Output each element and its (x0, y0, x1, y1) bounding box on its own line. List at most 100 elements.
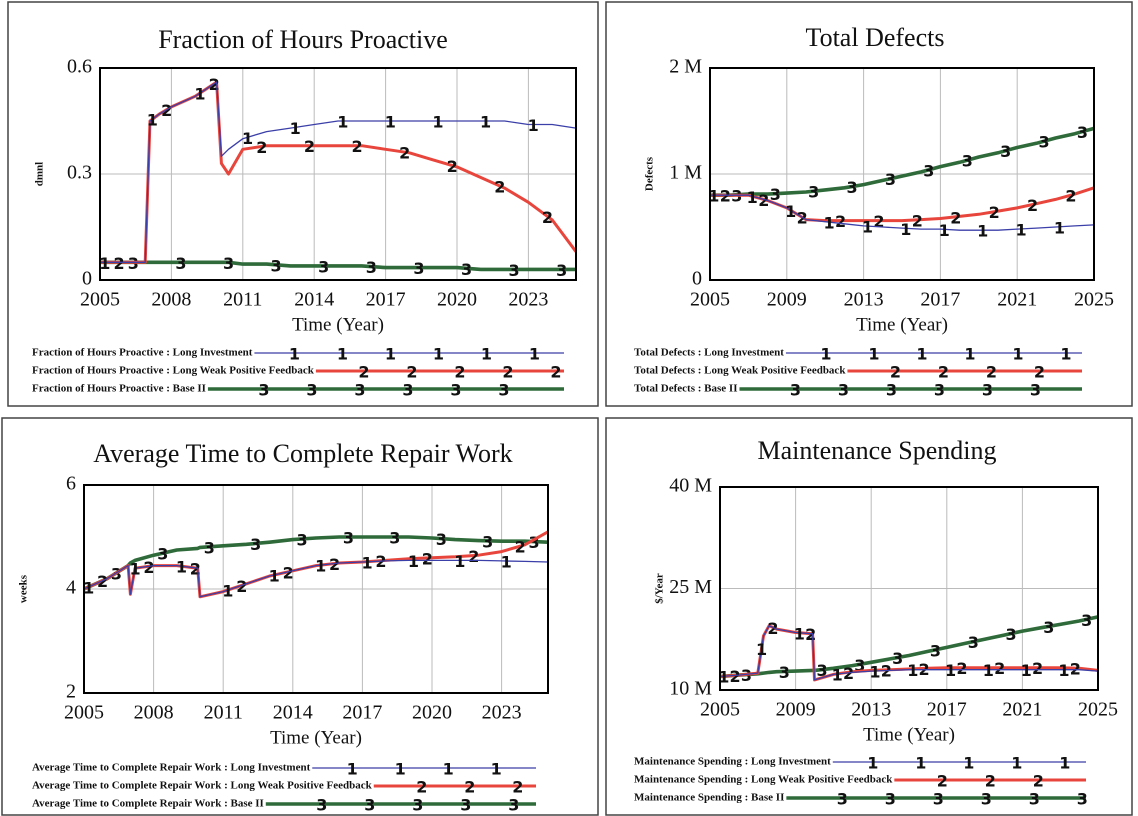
legend-marker: 1 (916, 345, 927, 364)
legend-marker: 3 (450, 381, 461, 400)
series-marker: 3 (175, 254, 186, 273)
legend-label: Total Defects : Base II (634, 383, 737, 395)
series-marker: 2 (209, 75, 220, 94)
series-marker: 1 (408, 552, 419, 571)
x-tick-label: 2005 (80, 289, 120, 311)
series-line (719, 615, 1099, 679)
series-marker: 1 (528, 116, 539, 135)
series-marker: 2 (494, 178, 505, 197)
series-marker: 2 (1065, 187, 1076, 206)
series-marker: 2 (873, 212, 884, 231)
x-axis-label: Time (Year) (856, 314, 948, 335)
y-tick-label: 40 M (669, 475, 712, 497)
series-marker: 2 (113, 254, 124, 273)
y-tick-label: 6 (66, 473, 76, 495)
chart-title: Maintenance Spending (758, 436, 997, 465)
series-marker: 2 (1032, 659, 1043, 678)
legend-marker: 1 (443, 760, 454, 779)
y-axis-label: Defects (644, 156, 656, 191)
legend-label: Maintenance Spending : Base II (634, 792, 784, 804)
series-marker: 1 (222, 582, 233, 601)
legend-marker: 1 (868, 345, 879, 364)
legend-marker: 2 (985, 772, 996, 791)
legend-marker: 2 (938, 363, 949, 382)
series-marker: 1 (454, 552, 465, 571)
legend-marker: 3 (790, 381, 801, 400)
legend-marker: 3 (837, 790, 848, 809)
series-marker: 2 (143, 558, 154, 577)
series-marker: 1 (176, 558, 187, 577)
series-marker: 1 (1021, 661, 1032, 680)
series-marker: 2 (1027, 196, 1038, 215)
series-marker: 1 (794, 624, 805, 643)
series-marker: 1 (907, 661, 918, 680)
series-marker: 1 (832, 666, 843, 685)
x-tick-label: 2009 (767, 289, 807, 311)
x-tick-label: 2023 (508, 289, 548, 311)
series-line (100, 260, 576, 272)
panel-frame (605, 1, 1133, 407)
series-marker: 3 (1000, 142, 1011, 161)
series-marker: 2 (283, 563, 294, 582)
series-marker: 1 (785, 202, 796, 221)
series-marker: 3 (770, 185, 781, 204)
series-marker: 3 (461, 260, 472, 279)
legend-marker: 3 (934, 381, 945, 400)
series-marker: 1 (129, 560, 140, 579)
legend-marker: 3 (1029, 790, 1040, 809)
legend-marker: 2 (502, 363, 513, 382)
legend-marker: 2 (512, 778, 523, 797)
y-tick-label: 10 M (669, 678, 712, 700)
series-marker: 3 (318, 257, 329, 276)
series-marker: 3 (847, 178, 858, 197)
series-line (100, 81, 577, 263)
panel-frame (605, 417, 1133, 816)
series-marker: 2 (515, 538, 526, 557)
legend-marker: 1 (1011, 754, 1022, 773)
legend-marker: 3 (933, 790, 944, 809)
series-marker: 1 (983, 661, 994, 680)
series-marker: 1 (315, 557, 326, 576)
x-tick-label: 2017 (920, 289, 960, 311)
series-marker: 2 (304, 137, 315, 156)
x-axis-label: Time (Year) (270, 727, 362, 748)
series-marker: 2 (329, 555, 340, 574)
series-marker: 1 (1058, 661, 1069, 680)
series-marker: 3 (1077, 123, 1088, 142)
series-marker: 1 (977, 222, 988, 241)
series-marker: 1 (708, 187, 719, 206)
series-marker: 1 (361, 553, 372, 572)
series-marker: 1 (337, 113, 348, 132)
series-marker: 3 (1005, 625, 1016, 644)
series-marker: 2 (161, 101, 172, 120)
series-marker: 2 (422, 550, 433, 569)
legend-marker: 3 (498, 381, 509, 400)
x-tick-label: 2011 (223, 289, 262, 311)
series-marker: 1 (83, 578, 94, 597)
legend-label: Maintenance Spending : Long Weak Positiv… (634, 774, 893, 786)
series-marker: 3 (223, 254, 234, 273)
series-marker: 3 (885, 170, 896, 189)
series-marker: 1 (823, 214, 834, 233)
legend-label: Maintenance Spending : Long Investment (634, 756, 831, 768)
legend-marker: 3 (354, 381, 365, 400)
series-marker: 3 (816, 661, 827, 680)
series-marker: 1 (862, 218, 873, 237)
plot-frame (83, 484, 549, 694)
legend-marker: 2 (986, 363, 997, 382)
legend-marker: 1 (385, 345, 396, 364)
series-marker: 3 (1081, 611, 1092, 630)
legend-marker: 3 (460, 796, 471, 815)
x-tick-label: 2009 (776, 699, 816, 721)
series-marker: 2 (767, 619, 778, 638)
series-marker: 3 (962, 152, 973, 171)
series-marker: 2 (399, 144, 410, 163)
legend-marker: 1 (491, 760, 502, 779)
series-marker: 1 (900, 220, 911, 239)
series-marker: 2 (720, 187, 731, 206)
legend-marker: 3 (402, 381, 413, 400)
series-marker: 1 (269, 566, 280, 585)
legend-marker: 3 (982, 381, 993, 400)
legend-marker: 3 (1077, 790, 1088, 809)
